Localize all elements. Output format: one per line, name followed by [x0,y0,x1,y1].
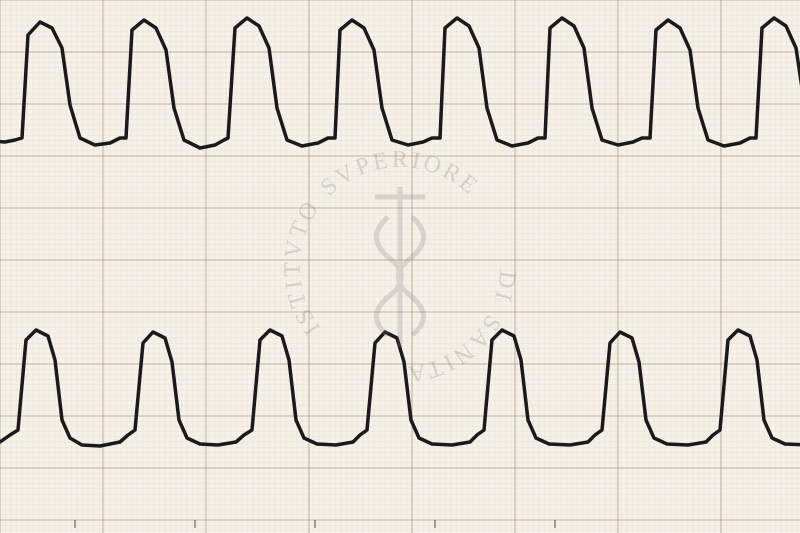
chart-svg [0,0,800,533]
chart-background [0,0,800,533]
chart-container: SVPERIORE DI SANITA ISTITVTO [0,0,800,533]
